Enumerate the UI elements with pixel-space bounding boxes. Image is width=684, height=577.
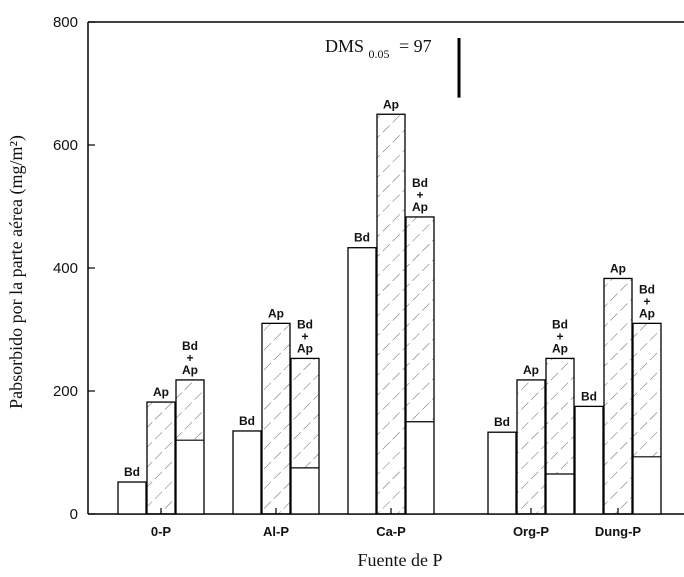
bar-ap bbox=[377, 114, 405, 514]
category-label: Al-P bbox=[263, 524, 289, 539]
y-tick-label: 0 bbox=[70, 506, 78, 523]
bar-label: Bd bbox=[494, 415, 510, 429]
category-label: Dung-P bbox=[595, 524, 642, 539]
bar-ap bbox=[517, 380, 545, 514]
dms-label: DMS bbox=[325, 36, 364, 56]
y-axis-title: Pabsorbido por la parte aérea (mg/m²) bbox=[6, 135, 27, 409]
bar-bd bbox=[575, 406, 603, 514]
y-tick-label: 800 bbox=[53, 14, 78, 31]
bar-bd bbox=[348, 248, 376, 514]
bar-label: Ap bbox=[412, 200, 428, 214]
bar-bdap-bd-part bbox=[291, 468, 319, 514]
bar-bdap-ap-part bbox=[633, 323, 661, 456]
bar-bdap-ap-part bbox=[406, 217, 434, 422]
bar-label: Bd bbox=[239, 414, 255, 428]
bar-label: Ap bbox=[383, 97, 399, 111]
bar-bdap-bd-part bbox=[176, 440, 204, 514]
bar-label: + bbox=[556, 329, 563, 343]
category-label: 0-P bbox=[151, 524, 172, 539]
bar-label: Bd bbox=[639, 282, 655, 296]
bar-label: + bbox=[416, 188, 423, 202]
bar-label: Bd bbox=[552, 317, 568, 331]
bar-label: Ap bbox=[182, 363, 198, 377]
bars bbox=[118, 114, 661, 514]
bar-bdap-ap-part bbox=[546, 358, 574, 474]
bar-bdap-bd-part bbox=[406, 422, 434, 514]
y-tick-label: 200 bbox=[53, 383, 78, 400]
bar-label: Bd bbox=[182, 339, 198, 353]
bar-bdap-bd-part bbox=[546, 474, 574, 514]
bar-label: Ap bbox=[523, 363, 539, 377]
bar-label: Bd bbox=[354, 231, 370, 245]
bar-bdap-bd-part bbox=[633, 457, 661, 514]
category-label: Ca-P bbox=[376, 524, 406, 539]
bar-ap bbox=[604, 278, 632, 514]
y-tick-label: 400 bbox=[53, 260, 78, 277]
bar-bd bbox=[118, 482, 146, 514]
dms-value: = 97 bbox=[399, 36, 432, 56]
bar-label: Ap bbox=[552, 341, 568, 355]
x-axis-title: Fuente de P bbox=[358, 550, 443, 570]
bar-bdap-ap-part bbox=[176, 380, 204, 440]
bar-label: + bbox=[643, 294, 650, 308]
bar-label: Ap bbox=[153, 385, 169, 399]
dms-annotation: DMS 0.05 = 97 bbox=[325, 36, 459, 98]
bar-label: Bd bbox=[124, 465, 140, 479]
category-label: Org-P bbox=[513, 524, 549, 539]
svg-text:DMS 0.05 = 97: DMS 0.05 = 97 bbox=[325, 36, 432, 62]
bar-label: + bbox=[301, 329, 308, 343]
bar-label: Ap bbox=[610, 261, 626, 275]
bar-label: Ap bbox=[297, 341, 313, 355]
bar-bd bbox=[488, 432, 516, 514]
y-tick-label: 600 bbox=[53, 137, 78, 154]
bar-bd bbox=[233, 431, 261, 514]
bar-label: + bbox=[186, 351, 193, 365]
bar-ap bbox=[262, 323, 290, 514]
bar-bdap-ap-part bbox=[291, 358, 319, 467]
dms-subscript: 0.05 bbox=[369, 47, 390, 61]
bar-label: Ap bbox=[268, 306, 284, 320]
bar-label: Bd bbox=[297, 317, 313, 331]
bar-ap bbox=[147, 402, 175, 514]
bar-label: Bd bbox=[412, 176, 428, 190]
bar-label: Ap bbox=[639, 306, 655, 320]
bar-label: Bd bbox=[581, 389, 597, 403]
